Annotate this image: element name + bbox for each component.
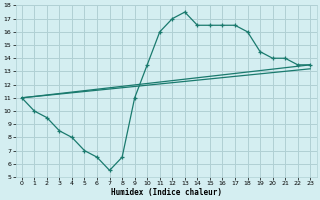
X-axis label: Humidex (Indice chaleur): Humidex (Indice chaleur): [110, 188, 221, 197]
